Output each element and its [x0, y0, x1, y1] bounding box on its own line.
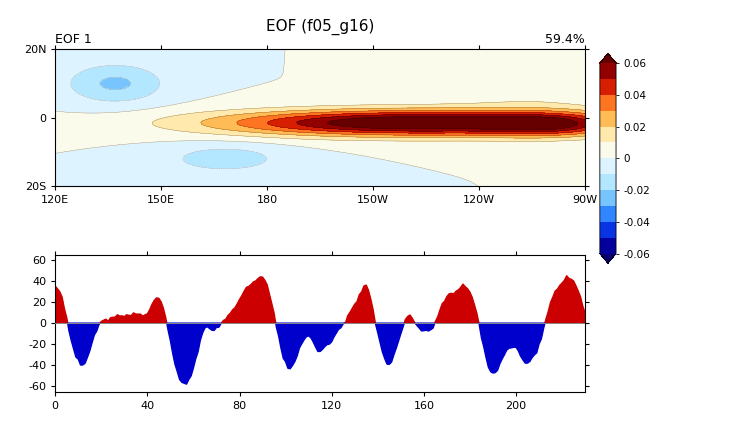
PathPatch shape	[600, 54, 616, 63]
Text: EOF 1: EOF 1	[55, 33, 92, 46]
Text: 59.4%: 59.4%	[545, 33, 585, 46]
PathPatch shape	[600, 254, 616, 263]
Text: EOF (f05_g16): EOF (f05_g16)	[266, 19, 375, 36]
